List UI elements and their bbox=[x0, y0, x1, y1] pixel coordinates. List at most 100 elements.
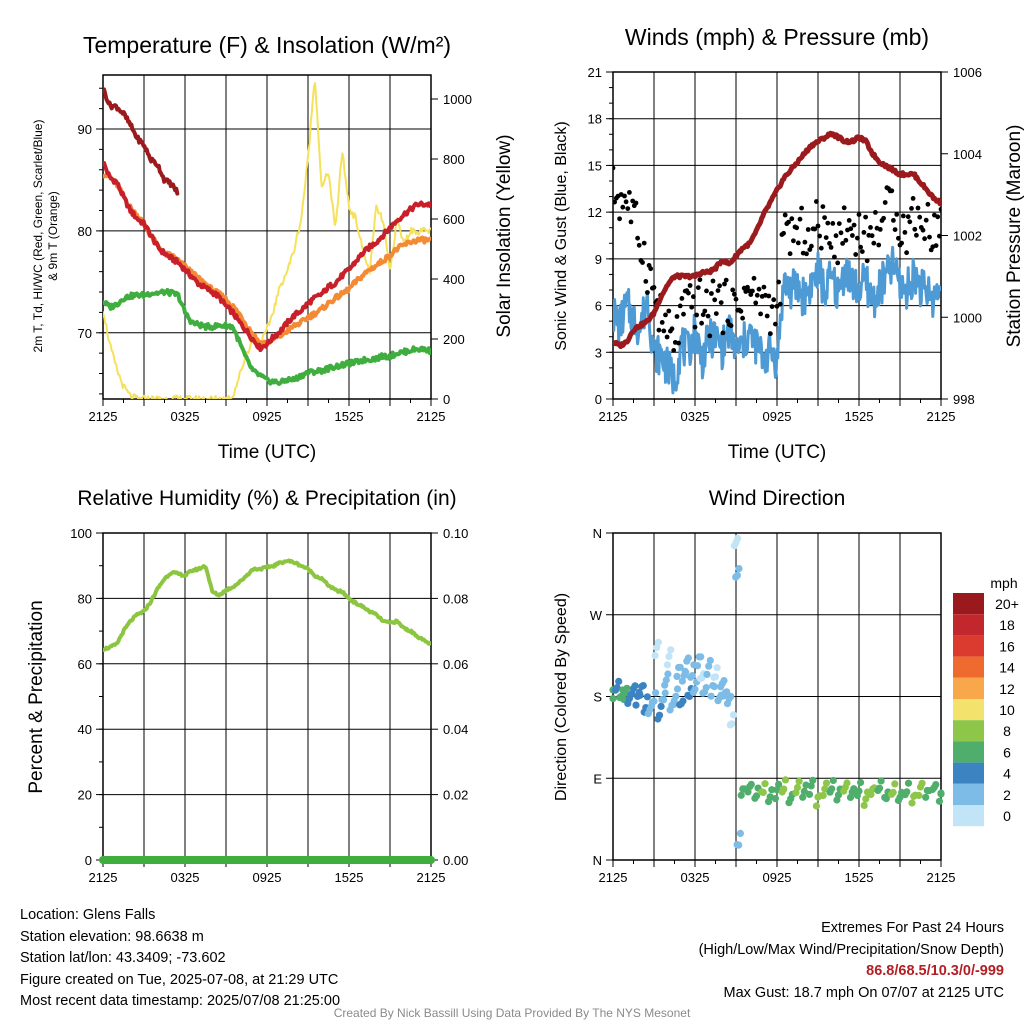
wind-gust-point bbox=[686, 290, 691, 296]
dir-point bbox=[857, 778, 865, 787]
wind-gust-point bbox=[841, 205, 847, 211]
dir-point bbox=[615, 677, 623, 686]
dir-point bbox=[737, 791, 745, 799]
wind-gust-point bbox=[856, 212, 862, 218]
dir-point bbox=[654, 715, 662, 723]
dir-point bbox=[652, 689, 660, 697]
dir-point bbox=[887, 790, 896, 798]
wind-gust-point bbox=[710, 278, 716, 284]
wind-gust-point bbox=[717, 283, 722, 289]
legend-label: 12 bbox=[999, 681, 1015, 697]
extremes-values: 86.8/68.5/10.3/0/-999 bbox=[866, 963, 1004, 979]
wind-gust-point bbox=[676, 340, 681, 346]
wind-gust-point bbox=[633, 200, 639, 206]
wind-gust-point bbox=[797, 216, 803, 222]
wind-gust-point bbox=[748, 292, 754, 297]
dir-point bbox=[643, 693, 652, 701]
wind-gust-point bbox=[912, 226, 918, 232]
wind-gust-point bbox=[769, 304, 775, 309]
dir-point bbox=[822, 779, 831, 787]
legend-swatch bbox=[953, 593, 984, 615]
wind-gust-point bbox=[771, 297, 777, 303]
temp-xtick-label: 2125 bbox=[89, 409, 118, 424]
wind-gust-point bbox=[777, 301, 783, 307]
credit-line: Created By Nick Bassill Using Data Provi… bbox=[333, 1006, 691, 1020]
dir-point bbox=[727, 692, 735, 701]
dir-point bbox=[792, 789, 800, 797]
dir-point bbox=[894, 796, 903, 805]
dir-point bbox=[935, 797, 944, 805]
dir-point bbox=[702, 684, 710, 692]
wind-gust-point bbox=[700, 312, 706, 318]
wind-gust-point bbox=[750, 288, 755, 294]
extremes-title: Extremes For Past 24 Hours bbox=[821, 920, 1004, 936]
rh-xtick-label: 1525 bbox=[335, 870, 364, 885]
wind-gust-point bbox=[773, 321, 778, 327]
wind-xtick-label: 0325 bbox=[681, 409, 710, 424]
dir-point bbox=[654, 638, 663, 646]
dir-point bbox=[673, 672, 681, 681]
wind-gust-point bbox=[720, 330, 726, 336]
wind-gust-point bbox=[661, 328, 667, 334]
temp-xtick-label: 0325 bbox=[171, 409, 200, 424]
dir-point bbox=[826, 788, 834, 796]
wind-gust-point bbox=[822, 215, 827, 221]
dir-point bbox=[648, 698, 657, 706]
dir-point bbox=[628, 689, 636, 698]
wind-title: Winds (mph) & Pressure (mb) bbox=[625, 24, 929, 50]
wind-y2tick-label: 1004 bbox=[953, 147, 982, 162]
temp-y2tick-label: 600 bbox=[443, 212, 465, 227]
dir-point bbox=[664, 670, 672, 678]
legend-swatch bbox=[953, 656, 984, 678]
wind-gust-point bbox=[814, 199, 819, 204]
wind-gust-point bbox=[876, 242, 882, 248]
dir-point bbox=[860, 801, 868, 810]
dir-point bbox=[706, 656, 714, 665]
dir-point bbox=[673, 685, 682, 693]
wind-gust-point bbox=[687, 283, 693, 288]
wind-gust-point bbox=[663, 312, 668, 318]
wind-gust-point bbox=[881, 215, 886, 221]
dir-point bbox=[611, 686, 620, 694]
wind-gust-point bbox=[781, 230, 786, 236]
dir-point bbox=[676, 701, 684, 709]
wind-gust-point bbox=[730, 287, 736, 293]
legend-swatch bbox=[953, 635, 984, 657]
wind-gust-point bbox=[695, 285, 701, 290]
dir-point bbox=[705, 662, 713, 670]
wind-gust-point bbox=[666, 308, 672, 314]
wind-y2tick-label: 1000 bbox=[953, 310, 982, 325]
temp-ylabel-line2: & 9m T (Orange) bbox=[46, 191, 60, 281]
dir-xtick-label: 1525 bbox=[845, 870, 874, 885]
dir-point bbox=[632, 701, 640, 709]
wind-gust-point bbox=[818, 245, 824, 251]
wind-gust-point bbox=[758, 311, 763, 317]
wind-gust-point bbox=[910, 196, 916, 201]
dir-xtick-label: 2125 bbox=[927, 870, 956, 885]
wind-gust-point bbox=[823, 235, 829, 241]
wind-gust-point bbox=[905, 214, 911, 220]
dir-point bbox=[665, 652, 673, 661]
wind-gust-point bbox=[715, 288, 721, 293]
wind-y2tick-label: 1002 bbox=[953, 229, 982, 244]
legend-swatch bbox=[953, 614, 984, 636]
wind-gust-point bbox=[795, 240, 801, 246]
wind-gust-point bbox=[850, 233, 855, 238]
wind-gust-point bbox=[681, 311, 686, 317]
dir-point bbox=[781, 776, 790, 784]
wind-gust-point bbox=[864, 258, 870, 264]
wind-gust-point bbox=[664, 334, 670, 340]
wind-gust-point bbox=[692, 324, 698, 330]
wind-gust-point bbox=[613, 199, 617, 205]
dir-ytick-label: W bbox=[590, 608, 603, 623]
wind-gust-point bbox=[620, 204, 626, 210]
wind-ytick-label: 9 bbox=[595, 252, 602, 267]
dir-point bbox=[904, 779, 913, 787]
wind-gust-point bbox=[791, 238, 796, 244]
dir-point bbox=[881, 793, 889, 802]
humidity-title: Relative Humidity (%) & Precipitation (i… bbox=[77, 487, 456, 510]
temp-y2tick-label: 1000 bbox=[443, 92, 472, 107]
dir-point bbox=[915, 791, 923, 800]
wind-gust-point bbox=[861, 230, 867, 235]
temp-ylabel-line1: 2m T, Td, HI/WC (Red, Green, Scarlet/Blu… bbox=[31, 120, 45, 353]
